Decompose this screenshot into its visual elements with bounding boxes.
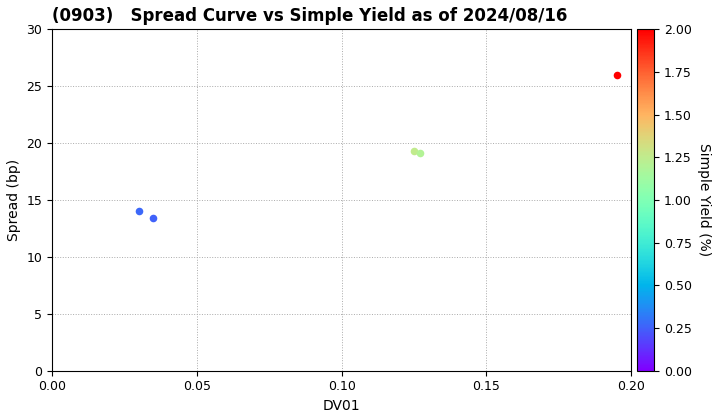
Point	[611, 71, 622, 78]
Text: (0903)   Spread Curve vs Simple Yield as of 2024/08/16: (0903) Spread Curve vs Simple Yield as o…	[52, 7, 567, 25]
Point	[414, 150, 426, 157]
Point	[408, 148, 420, 155]
Point	[148, 215, 159, 222]
Y-axis label: Simple Yield (%): Simple Yield (%)	[698, 144, 711, 257]
X-axis label: DV01: DV01	[323, 399, 361, 413]
Y-axis label: Spread (bp): Spread (bp)	[7, 159, 21, 241]
Point	[133, 208, 145, 215]
